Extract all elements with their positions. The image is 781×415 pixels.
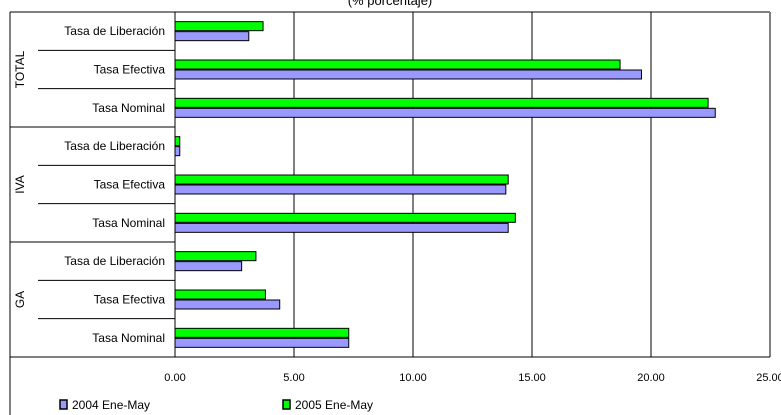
- x-tick-label: 10.00: [399, 372, 427, 384]
- bar-2005: [174, 97, 709, 108]
- category-label: Tasa de Liberación: [64, 139, 165, 153]
- bar-2004: [174, 146, 181, 157]
- bar-2004: [174, 337, 350, 348]
- category-label: Tasa Efectiva: [94, 293, 166, 307]
- bar-2004: [174, 299, 281, 310]
- category-label: Tasa de Liberación: [64, 254, 165, 268]
- group-label: GA: [13, 291, 27, 308]
- bar-2005: [174, 174, 509, 185]
- category-label: Tasa de Liberación: [64, 24, 165, 38]
- bar-2004: [174, 69, 642, 80]
- category-label: Tasa Efectiva: [94, 178, 166, 192]
- legend: 2004 Ene-May 2005 Ene-May: [59, 398, 373, 412]
- bar-2004: [174, 261, 243, 272]
- legend-label: 2005 Ene-May: [295, 398, 373, 412]
- category-label: Tasa Nominal: [92, 216, 165, 230]
- category-label: Tasa Nominal: [92, 101, 165, 115]
- bar-2005: [174, 289, 266, 300]
- bars: [174, 21, 716, 348]
- bar-2004: [174, 107, 716, 118]
- category-label: Tasa Efectiva: [94, 63, 166, 77]
- x-tick-label: 5.00: [283, 372, 304, 384]
- x-tick-label: 0.00: [164, 372, 185, 384]
- chart-title: (% porcentaje): [348, 0, 433, 8]
- legend-label: 2004 Ene-May: [72, 398, 150, 412]
- group-label: TOTAL: [13, 50, 27, 88]
- x-tick-label: 25.00: [756, 372, 781, 384]
- bar-2005: [174, 59, 621, 70]
- x-tick-label: 15.00: [518, 372, 546, 384]
- bar-2005: [174, 136, 181, 147]
- legend-swatch: [59, 399, 68, 410]
- x-tick-label: 20.00: [637, 372, 665, 384]
- bar-2004: [174, 184, 507, 195]
- bar-2005: [174, 251, 257, 262]
- bar-2005: [174, 21, 264, 32]
- category-label: Tasa Nominal: [92, 331, 165, 345]
- category-labels: Tasa de Liberación Tasa Efectiva Tasa Nomi…: [13, 24, 165, 345]
- plot-frame: [9, 11, 771, 415]
- legend-swatch: [282, 399, 291, 410]
- bar-2005: [174, 212, 516, 223]
- bar-2004: [174, 31, 250, 42]
- bar-2004: [174, 222, 509, 233]
- group-label: IVA: [13, 175, 27, 193]
- bar-2005: [174, 327, 350, 338]
- x-axis-ticks: 0.00 5.00 10.00 15.00 20.00 25.00: [164, 372, 781, 384]
